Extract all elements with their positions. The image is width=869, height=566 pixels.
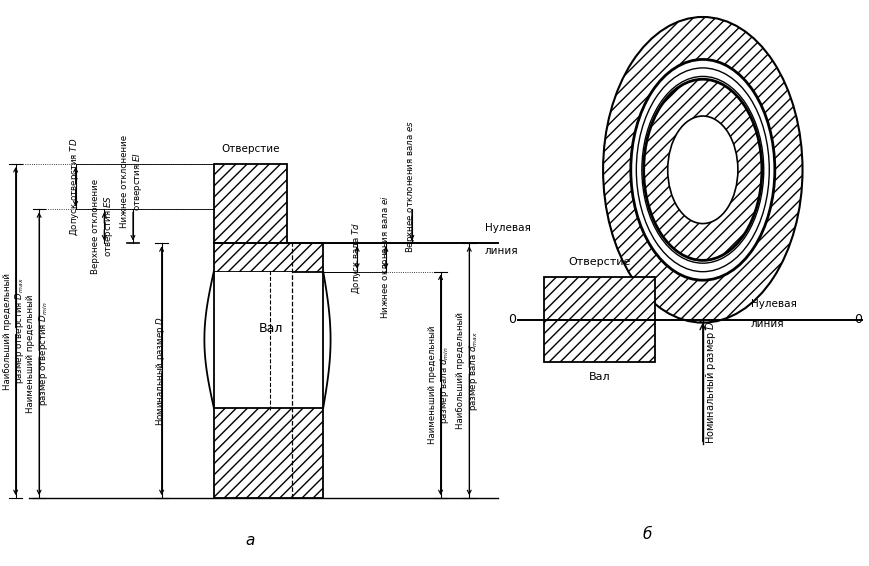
Bar [214,243,323,272]
Text: Вал: Вал [259,322,283,335]
Text: Наибольший предельный
размер отверстия $D_{max}$: Наибольший предельный размер отверстия $… [3,273,26,389]
Text: Вал: Вал [588,372,610,383]
Bar [214,272,323,408]
Text: Номинальный размер $D$: Номинальный размер $D$ [704,320,718,444]
Circle shape [667,116,738,224]
Bar [214,164,287,243]
Text: 0: 0 [854,314,862,326]
Text: Нижнее оклонения вала $ei$: Нижнее оклонения вала $ei$ [379,196,390,319]
Bar [214,408,323,498]
Text: Нулевая: Нулевая [485,223,531,233]
Circle shape [631,59,775,280]
Bar [544,320,655,362]
Text: Наименьший предельный
размер вала $d_{min}$: Наименьший предельный размер вала $d_{mi… [428,325,451,444]
Bar [544,277,655,320]
Text: Наименьший предельный
размер отверстия $D_{min}$: Наименьший предельный размер отверстия $… [26,294,50,413]
Text: Допуск вала $Td$: Допуск вала $Td$ [349,221,362,294]
Text: 0: 0 [508,314,516,326]
Circle shape [603,17,803,323]
Text: Номинальный размер $D$: Номинальный размер $D$ [154,316,167,426]
Text: б: б [643,528,652,542]
Text: Верхнее отклонение
отверстия $ES$: Верхнее отклонение отверстия $ES$ [91,179,115,274]
Text: линия: линия [751,319,785,329]
Text: линия: линия [485,246,519,256]
Text: Нулевая: Нулевая [751,299,797,309]
Text: Верхнее отклонения вала $es$: Верхнее отклонения вала $es$ [404,121,417,253]
Text: Отверстие: Отверстие [221,144,280,154]
Text: Допуск отверстия $TD$: Допуск отверстия $TD$ [68,138,81,236]
Text: Наибольший предельный
размер вала $d_{max}$: Наибольший предельный размер вала $d_{ma… [456,312,480,429]
Text: Нижнее отклонение
отверстия $EI$: Нижнее отклонение отверстия $EI$ [120,135,143,228]
Text: а: а [246,533,255,548]
Circle shape [644,79,762,260]
Text: Отверстие: Отверстие [568,257,631,267]
